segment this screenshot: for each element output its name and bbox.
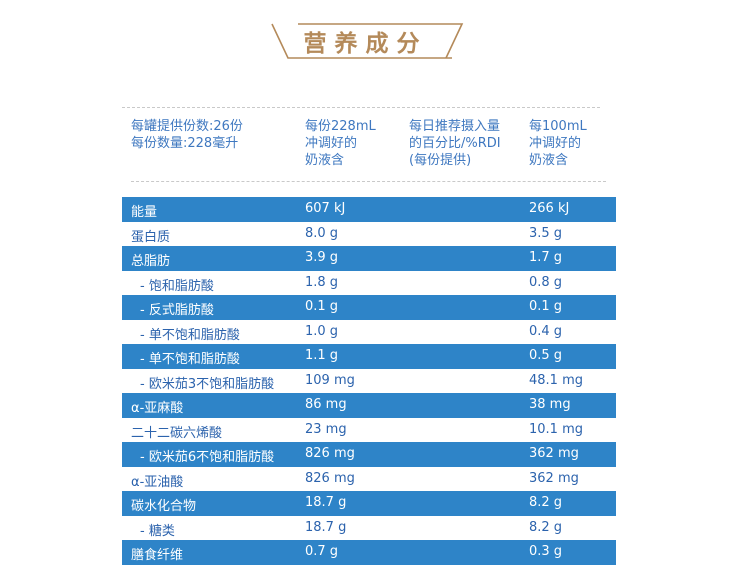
title-frame (271, 23, 464, 59)
table-row: - 欧米茄6不饱和脂肪酸 826 mg 362 mg (122, 442, 616, 467)
per-serving-value: 607 kJ (305, 201, 346, 216)
per-serving-value: 826 mg (305, 446, 355, 461)
nutrient-name: 总脂肪 (131, 254, 171, 269)
nutrient-name: α-亚油酸 (131, 474, 184, 490)
per-100ml-value: 266 kJ (529, 201, 570, 216)
table-row: - 欧米茄3不饱和脂肪酸 109 mg 48.1 mg (122, 368, 616, 393)
per-100ml-value: 1.7 g (529, 250, 563, 265)
nutrient-name: 二十二碳六烯酸 (131, 425, 223, 441)
per-serving-value: 18.7 g (305, 495, 347, 510)
per-serving-value: 23 mg (305, 421, 347, 437)
nutrient-name: - 反式脂肪酸 (140, 303, 214, 318)
per-100ml-value: 0.5 g (529, 348, 563, 363)
table-row: - 单不饱和脂肪酸 1.1 g 0.5 g (122, 344, 616, 369)
nutrient-name: - 饱和脂肪酸 (140, 278, 214, 294)
nutrient-name: - 单不饱和脂肪酸 (140, 327, 240, 343)
nutrient-name: 膳食纤维 (131, 548, 184, 563)
header-divider-top (122, 107, 600, 108)
nutrient-name: α-亚麻酸 (131, 401, 184, 416)
servings-info: 每罐提供份数:26份 每份数量:228毫升 (131, 119, 243, 151)
table-row: - 单不饱和脂肪酸 1.0 g 0.4 g (122, 319, 616, 344)
per-serving-value: 3.9 g (305, 250, 339, 265)
per-serving-value: 109 mg (305, 372, 355, 388)
page-title: 营养成分 (303, 31, 428, 57)
per-serving-value: 1.8 g (305, 274, 339, 290)
nutrient-name: 蛋白质 (131, 229, 171, 245)
table-row: 总脂肪 3.9 g 1.7 g (122, 246, 616, 271)
per-serving-value: 1.0 g (305, 323, 339, 339)
per-100ml-value: 0.3 g (529, 544, 563, 559)
table-row: α-亚麻酸 86 mg 38 mg (122, 393, 616, 418)
per-100ml-value: 38 mg (529, 397, 571, 412)
per-100ml-value: 362 mg (529, 470, 579, 486)
table-row: 碳水化合物 18.7 g 8.2 g (122, 491, 616, 516)
table-row: - 糖类 18.7 g 8.2 g (122, 515, 616, 540)
table-row: 蛋白质 8.0 g 3.5 g (122, 221, 616, 246)
per-serving-value: 86 mg (305, 397, 347, 412)
table-row: 膳食纤维 0.7 g 0.3 g (122, 540, 616, 565)
per-100ml-value: 0.1 g (529, 299, 563, 314)
per-100ml-value: 48.1 mg (529, 372, 583, 388)
per-100ml-value: 0.4 g (529, 323, 563, 339)
table-row: 二十二碳六烯酸 23 mg 10.1 mg (122, 417, 616, 442)
per-100ml-value: 8.2 g (529, 495, 563, 510)
nutrient-name: - 糖类 (140, 523, 175, 539)
per-100ml-value: 3.5 g (529, 225, 563, 241)
per-100ml-value: 362 mg (529, 446, 579, 461)
per-100ml-value: 10.1 mg (529, 421, 583, 437)
nutrient-name: 能量 (131, 205, 158, 220)
per-serving-value: 0.7 g (305, 544, 339, 559)
header-divider-bottom (131, 181, 606, 182)
column-header-rdi: 每日推荐摄入量 的百分比/%RDI (每份提供) (409, 119, 501, 168)
table-row: α-亚油酸 826 mg 362 mg (122, 466, 616, 491)
column-header-per-serving: 每份228mL 冲调好的 奶液含 (305, 119, 376, 168)
column-header-per-100ml: 每100mL 冲调好的 奶液含 (529, 119, 587, 168)
table-row: - 饱和脂肪酸 1.8 g 0.8 g (122, 270, 616, 295)
nutrient-name: - 欧米茄3不饱和脂肪酸 (140, 376, 275, 392)
nutrient-name: - 单不饱和脂肪酸 (140, 352, 240, 367)
per-100ml-value: 8.2 g (529, 519, 563, 535)
per-serving-value: 1.1 g (305, 348, 339, 363)
per-serving-value: 826 mg (305, 470, 355, 486)
table-row: - 反式脂肪酸 0.1 g 0.1 g (122, 295, 616, 320)
per-serving-value: 18.7 g (305, 519, 347, 535)
nutrient-name: 碳水化合物 (131, 499, 197, 514)
nutrient-name: - 欧米茄6不饱和脂肪酸 (140, 450, 275, 465)
per-serving-value: 0.1 g (305, 299, 339, 314)
nutrition-table: 能量 607 kJ 266 kJ 蛋白质 8.0 g 3.5 g 总脂肪 3.9 g 1.7 g… (122, 197, 616, 565)
table-row: 能量 607 kJ 266 kJ (122, 197, 616, 222)
title-banner: 营养成分 (0, 0, 731, 70)
per-100ml-value: 0.8 g (529, 274, 563, 290)
per-serving-value: 8.0 g (305, 225, 339, 241)
